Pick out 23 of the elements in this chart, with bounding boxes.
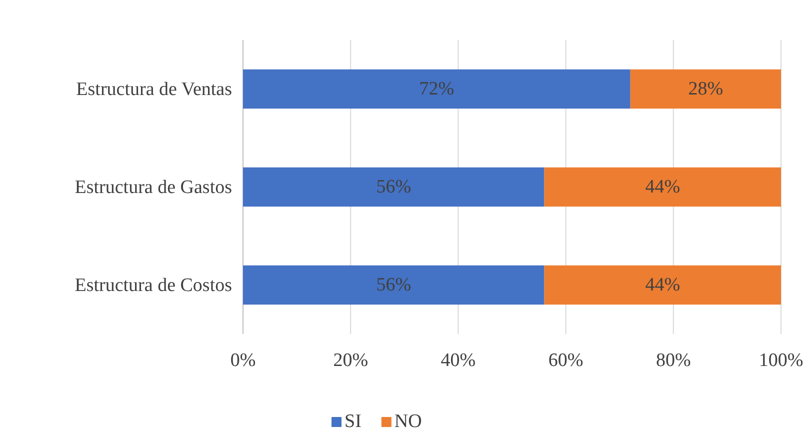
x-tick-label: 0% <box>230 350 256 371</box>
x-tick-label: 40% <box>440 350 476 371</box>
bar <box>544 265 781 305</box>
y-tick-label: Estructura de Gastos <box>74 177 232 198</box>
bar <box>243 69 630 109</box>
data-label: 72% <box>419 78 454 100</box>
legend-label: SI <box>344 411 362 432</box>
data-label: 44% <box>645 176 680 198</box>
y-tick-label: Estructura de Costos <box>74 275 232 296</box>
data-label: 44% <box>645 274 680 296</box>
x-tick-label: 80% <box>656 350 691 371</box>
x-tick-label: 60% <box>548 350 584 371</box>
bar <box>243 265 544 305</box>
bar <box>544 167 781 207</box>
y-tick-label: Estructura de Ventas <box>76 79 232 100</box>
x-tick-label: 20% <box>333 350 368 371</box>
bar <box>630 69 781 109</box>
data-label: 56% <box>376 274 412 296</box>
legend-label: NO <box>394 411 422 432</box>
x-tick-label: 100% <box>758 350 804 371</box>
data-label: 56% <box>376 176 412 198</box>
data-label: 28% <box>688 78 724 100</box>
bar <box>243 167 544 207</box>
